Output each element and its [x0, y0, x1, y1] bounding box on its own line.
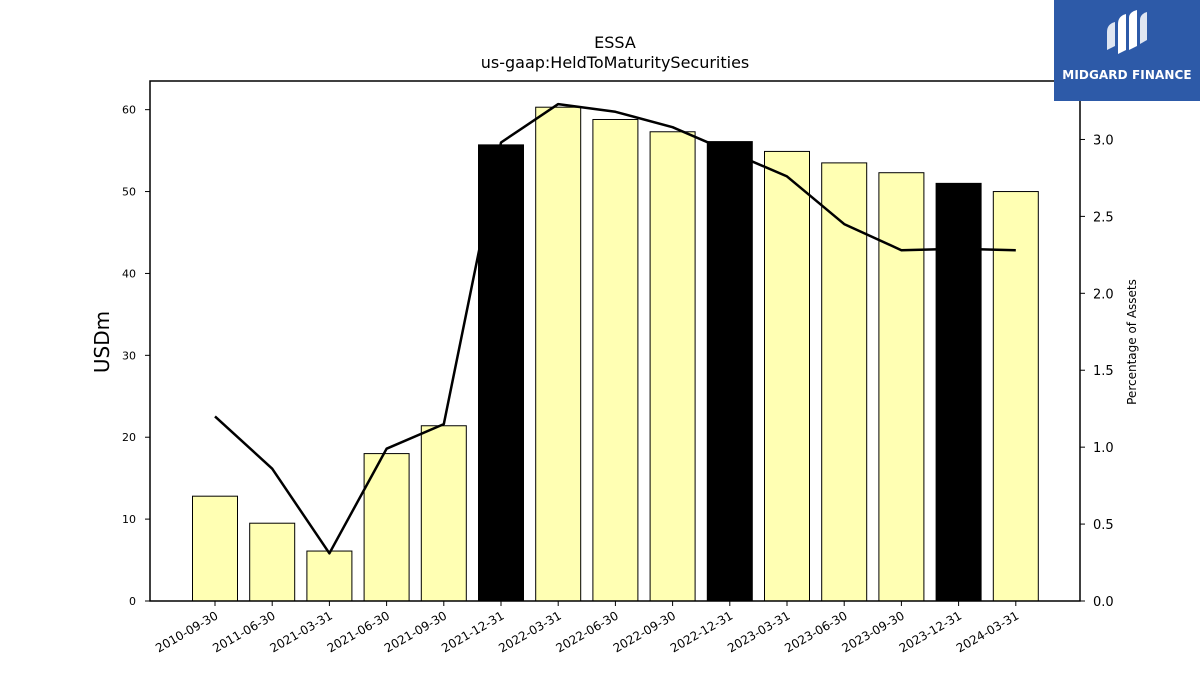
y-tick-label: 40 — [122, 267, 136, 280]
bar — [992, 191, 1039, 602]
bar — [192, 495, 238, 602]
company-logo: MIDGARD FINANCE — [1054, 0, 1200, 101]
bar — [764, 150, 810, 602]
y-tick-label: 60 — [122, 104, 136, 117]
bar — [706, 141, 753, 602]
bar — [478, 144, 524, 602]
y2-tick-label: 0.5 — [1093, 518, 1114, 533]
x-tick-label: 2021-09-30 — [382, 608, 449, 655]
x-tick-label: 2023-06-30 — [782, 608, 849, 655]
x-tick-label: 2022-03-31 — [496, 608, 563, 655]
x-tick-label: 2011-06-30 — [210, 608, 277, 655]
x-tick-label: 2022-12-31 — [668, 608, 735, 655]
logo-text: MIDGARD FINANCE — [1062, 68, 1192, 82]
bar — [535, 106, 582, 602]
y2-tick-label: 0.0 — [1093, 595, 1114, 610]
percentage-line — [214, 102, 1016, 555]
chart-subtitle: us-gaap:HeldToMaturitySecurities — [481, 53, 750, 72]
bar — [249, 522, 296, 602]
bar — [592, 118, 639, 602]
y2-tick-label: 2.0 — [1093, 287, 1114, 302]
bar — [420, 425, 467, 602]
x-tick-label: 2023-12-31 — [897, 608, 964, 655]
x-tick-label: 2010-09-30 — [153, 608, 220, 655]
y2-tick-label: 1.5 — [1093, 364, 1114, 379]
bar — [306, 550, 353, 602]
x-tick-label: 2024-03-31 — [954, 608, 1021, 655]
y-tick-label: 50 — [122, 186, 136, 199]
x-tick-label: 2021-12-31 — [439, 608, 506, 655]
x-tick-label: 2022-09-30 — [611, 608, 678, 655]
bars-group — [192, 106, 1039, 602]
y2-tick-label: 1.0 — [1093, 441, 1114, 456]
bar — [878, 172, 925, 602]
x-tick-label: 2021-03-31 — [267, 608, 334, 655]
x-tick-label: 2022-06-30 — [553, 608, 620, 655]
y-tick-label: 0 — [129, 595, 136, 608]
y-tick-label: 20 — [122, 431, 136, 444]
logo-mark-icon — [1107, 10, 1147, 54]
x-tick-label: 2023-03-31 — [725, 608, 792, 655]
x-tick-label: 2023-09-30 — [839, 608, 906, 655]
y-axis-label: USDm — [90, 311, 114, 373]
x-tick-label: 2021-06-30 — [325, 608, 392, 655]
y-tick-label: 30 — [122, 349, 136, 362]
chart-title: ESSA — [594, 33, 636, 52]
bar — [821, 162, 868, 602]
y2-axis-label: Percentage of Assets — [1125, 279, 1139, 405]
line-group — [214, 102, 1016, 555]
y2-tick-label: 2.5 — [1093, 210, 1114, 225]
y-tick-label: 10 — [122, 513, 136, 526]
bar — [649, 131, 696, 602]
bar — [935, 182, 982, 602]
y2-tick-label: 3.0 — [1093, 133, 1114, 148]
